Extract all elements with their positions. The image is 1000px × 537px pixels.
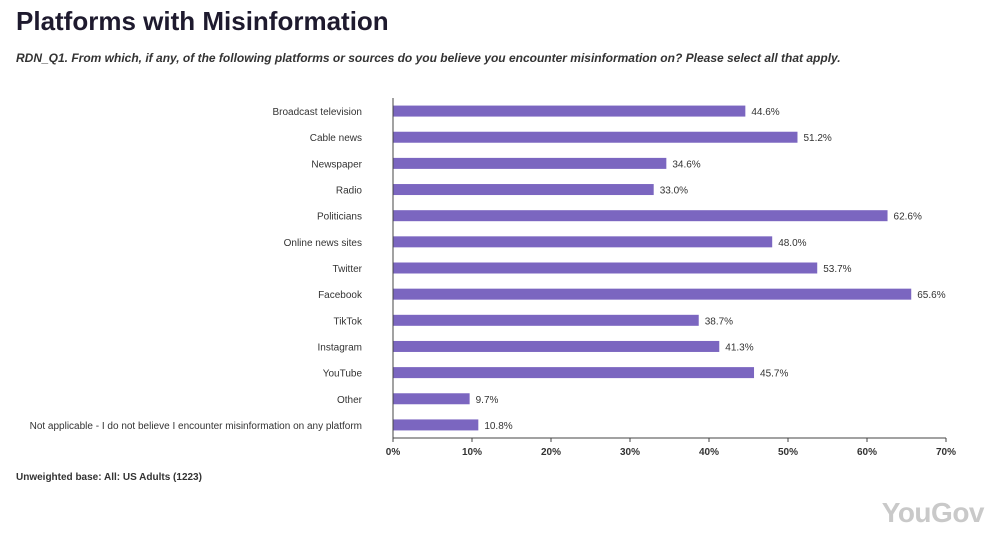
bar-1 [393,105,746,117]
x-tick-label: 50% [778,447,798,458]
value-label: 34.6% [672,159,700,170]
page-title: Platforms with Misinformation [16,6,389,36]
value-label: 41.3% [725,342,753,353]
yougov-logo: YouGov [881,497,985,528]
value-label: 53.7% [823,264,851,275]
x-tick-label: 0% [386,447,401,458]
unweighted-base-note: Unweighted base: All: US Adults (1223) [16,472,202,483]
value-label: 45.7% [760,369,788,380]
value-label: 10.8% [484,421,512,432]
category-label: Other [337,395,363,406]
category-label: YouTube [323,369,363,380]
bar-13 [393,419,479,431]
category-label: Politicians [317,212,362,223]
category-label: Twitter [333,264,363,275]
category-label: Online news sites [284,238,362,249]
value-label: 48.0% [778,238,806,249]
x-tick-label: 40% [699,447,719,458]
bar-9 [393,314,699,326]
value-label: 33.0% [660,186,688,197]
value-label: 9.7% [476,395,499,406]
question-subtitle: RDN_Q1. From which, if any, of the follo… [16,51,841,65]
value-label: 38.7% [705,316,733,327]
bar-5 [393,210,888,222]
category-label: Broadcast television [273,107,363,118]
x-tick-label: 10% [462,447,482,458]
x-tick-label: 70% [936,447,956,458]
bar-11 [393,367,755,379]
bar-10 [393,340,720,352]
bar-8 [393,288,912,300]
x-tick-label: 30% [620,447,640,458]
value-label: 65.6% [917,290,945,301]
value-label: 62.6% [894,212,922,223]
value-label: 51.2% [803,133,831,144]
bar-4 [393,184,654,196]
bar-2 [393,131,798,143]
x-tick-label: 60% [857,447,877,458]
category-label: Radio [336,186,363,197]
bar-7 [393,262,818,274]
category-label: Newspaper [311,159,362,170]
category-label: Not applicable - I do not believe I enco… [30,421,362,432]
x-tick-label: 20% [541,447,561,458]
bar-3 [393,157,667,169]
category-label: TikTok [333,316,363,327]
category-label: Cable news [310,133,362,144]
category-label: Instagram [318,342,362,353]
value-label: 44.6% [751,107,779,118]
bar-12 [393,393,470,405]
category-label: Facebook [318,290,363,301]
bar-6 [393,236,773,248]
